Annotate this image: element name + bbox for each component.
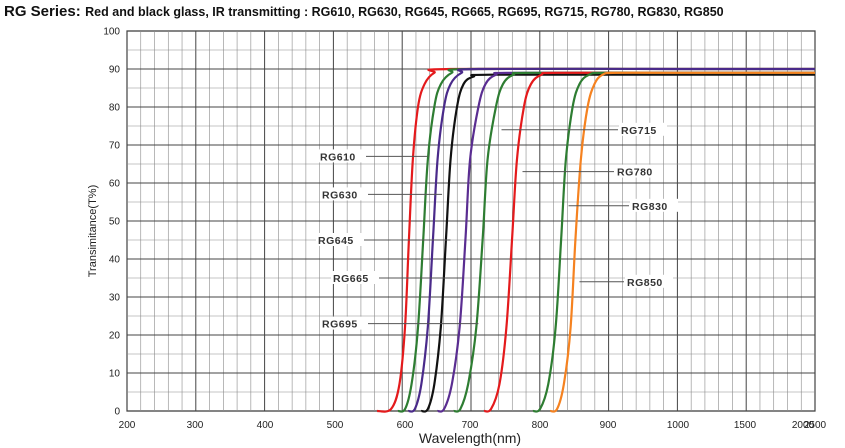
curve-label-rg780: RG780	[617, 167, 653, 179]
y-tick-label: 90	[109, 65, 121, 76]
curve-label-rg645: RG645	[318, 235, 354, 247]
y-tick-label: 10	[109, 369, 121, 380]
curve-rg665	[420, 73, 815, 413]
chart-title: RG Series: Red and black glass, IR trans…	[4, 2, 724, 22]
curve-label-rg665: RG665	[333, 273, 369, 285]
curve-label-rg715: RG715	[621, 125, 657, 137]
x-tick-label: 400	[257, 420, 274, 431]
x-tick-label: 600	[397, 420, 414, 431]
axis-ticks: 0 10 20 30 40 50 60 70 80 90 100 200 300 400 500 600 700…	[103, 27, 826, 432]
y-axis-label: Transimitance(T%)	[87, 185, 99, 278]
y-tick-label: 40	[109, 255, 121, 266]
label-backing	[320, 316, 368, 330]
y-tick-label: 60	[109, 179, 121, 190]
label-backing	[630, 198, 678, 212]
curve-label-rg830: RG830	[632, 201, 668, 213]
curve-label-rg850: RG850	[627, 277, 663, 289]
curves	[376, 67, 815, 413]
curve-rg850	[549, 71, 815, 413]
x-tick-label: 2000	[792, 420, 815, 431]
y-tick-label: 70	[109, 141, 121, 152]
curve-rg645	[407, 67, 815, 413]
y-tick-label: 30	[109, 293, 121, 304]
curve-labels: RG610 RG630 RG645 RG665 RG695 RG715 RG780 RG830…	[316, 122, 678, 331]
x-tick-label: 500	[327, 420, 344, 431]
label-backing	[316, 233, 364, 246]
x-tick-label: 700	[462, 420, 479, 431]
x-tick-label: 200	[119, 420, 136, 431]
y-tick-label: 20	[109, 331, 121, 342]
title-series-name: RG Series:	[4, 3, 81, 20]
y-tick-label: 0	[114, 407, 120, 418]
title-description: Red and black glass, IR transmitting : R…	[85, 5, 724, 19]
curve-label-rg630: RG630	[322, 189, 358, 201]
x-tick-label: 900	[600, 420, 617, 431]
label-backing	[625, 274, 673, 288]
curve-label-rg610: RG610	[320, 151, 356, 163]
x-tick-label: 2500	[804, 420, 827, 431]
x-tick-label: 300	[187, 420, 204, 431]
x-tick-label: 800	[532, 420, 549, 431]
x-tick-label: 1000	[667, 420, 690, 431]
label-backing	[318, 149, 366, 163]
x-axis-label: Wavelength(nm)	[419, 430, 521, 446]
label-backing	[320, 187, 368, 201]
x-tick-label: 1500	[734, 420, 757, 431]
label-backing	[331, 271, 379, 284]
grid	[126, 30, 816, 412]
y-tick-label: 80	[109, 103, 121, 114]
label-backing	[615, 164, 663, 178]
curve-label-rg695: RG695	[322, 319, 358, 331]
label-backing	[619, 122, 667, 136]
y-tick-label: 50	[109, 217, 121, 228]
y-tick-label: 100	[103, 27, 120, 38]
